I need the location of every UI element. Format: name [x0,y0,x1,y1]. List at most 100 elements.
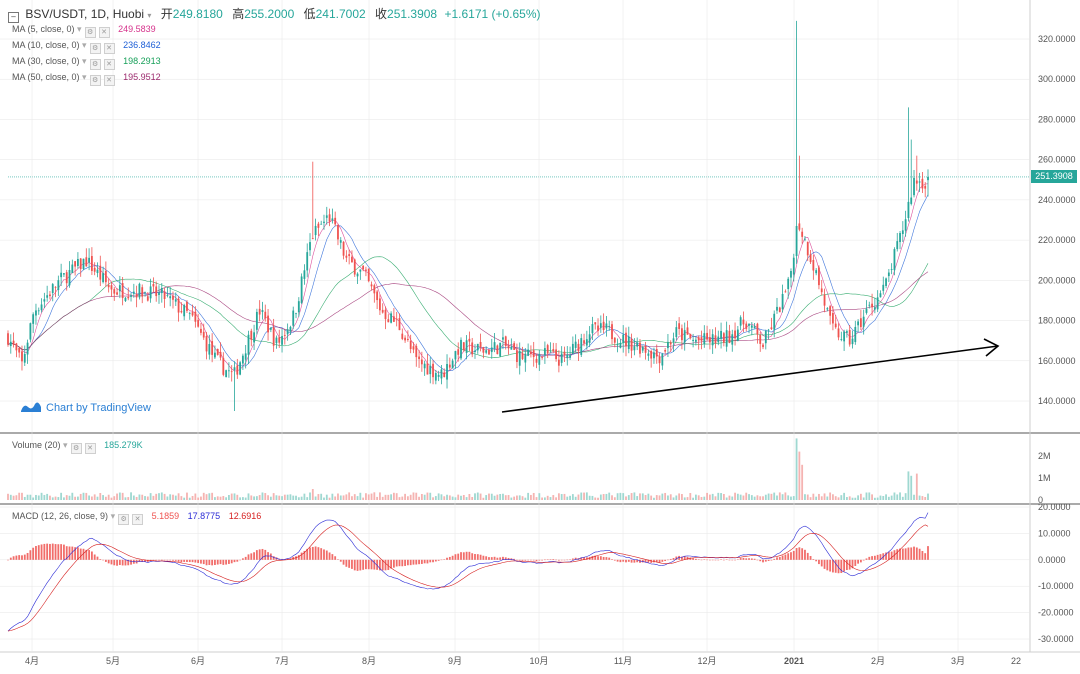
candle[interactable] [524,348,527,372]
candle[interactable] [653,347,655,364]
candle[interactable] [896,232,899,252]
candle[interactable] [219,342,222,361]
candle[interactable] [594,322,597,330]
trend-arrow-line[interactable] [501,345,999,413]
candle[interactable] [778,306,781,313]
candle[interactable] [527,343,530,357]
candle[interactable] [630,333,633,359]
candle[interactable] [214,345,216,359]
candle[interactable] [398,313,401,331]
candle[interactable] [776,297,778,314]
candle[interactable] [890,263,893,275]
candle[interactable] [239,361,242,376]
candle[interactable] [174,292,177,306]
close-icon[interactable]: ✕ [103,75,115,86]
candle[interactable] [236,358,239,379]
candle[interactable] [650,349,653,368]
candle[interactable] [602,313,605,334]
candle[interactable] [331,208,334,224]
candle[interactable] [669,340,672,352]
candle[interactable] [172,291,174,309]
candle[interactable] [927,169,929,197]
settings-icon[interactable]: ⚙ [89,59,101,70]
macd-signal-line[interactable] [7,524,929,632]
candle[interactable] [381,303,384,314]
candle[interactable] [692,333,695,348]
candle[interactable] [714,327,717,349]
candle[interactable] [289,325,292,335]
candle[interactable] [85,248,88,267]
candle[interactable] [107,278,110,293]
candle[interactable] [739,315,742,331]
candle[interactable] [12,332,15,348]
candle[interactable] [163,287,166,308]
candle[interactable] [110,281,113,298]
candle[interactable] [113,287,116,301]
candle[interactable] [460,337,462,361]
candle[interactable] [155,281,158,302]
candle[interactable] [32,312,35,333]
ma50-legend[interactable]: MA (50, close, 0) ▾ ⚙ ✕ 195.9512 [12,72,161,86]
candle[interactable] [135,285,138,308]
candle[interactable] [233,361,236,412]
candle[interactable] [418,350,420,369]
candle[interactable] [725,321,728,352]
candle[interactable] [43,292,46,308]
candle[interactable] [451,358,454,369]
dropdown-icon[interactable]: ▾ [147,11,152,20]
candle[interactable] [258,300,261,322]
candle[interactable] [149,278,152,303]
candle[interactable] [843,329,846,351]
candle[interactable] [283,329,286,345]
candle[interactable] [767,328,770,340]
candle[interactable] [303,264,306,285]
candle[interactable] [566,346,569,366]
candle[interactable] [516,343,518,369]
candle[interactable] [798,155,801,232]
candle[interactable] [504,335,507,350]
candle[interactable] [809,250,812,265]
candle[interactable] [202,323,205,340]
candle[interactable] [871,293,873,316]
candle[interactable] [801,227,804,244]
candle[interactable] [228,362,230,378]
candle[interactable] [443,368,446,378]
candle[interactable] [454,350,457,369]
candle[interactable] [697,335,700,350]
candle[interactable] [706,325,708,341]
candle[interactable] [180,302,183,314]
candle[interactable] [244,345,247,369]
candle[interactable] [448,357,451,371]
close-icon[interactable]: ✕ [103,43,115,54]
dropdown-icon[interactable]: ▾ [110,511,116,521]
candle[interactable] [146,292,149,302]
candle[interactable] [7,330,9,347]
candle[interactable] [102,266,104,284]
tradingview-watermark[interactable]: Chart by TradingView [20,401,151,414]
candle[interactable] [748,323,750,334]
settings-icon[interactable]: ⚙ [89,43,101,54]
candle[interactable] [510,338,513,350]
candle[interactable] [420,351,423,372]
candle[interactable] [792,253,795,282]
candle[interactable] [116,288,118,296]
candle[interactable] [518,342,521,375]
candle[interactable] [79,257,82,277]
candle[interactable] [152,277,155,293]
candle[interactable] [552,342,555,353]
candle[interactable] [605,316,608,337]
candle[interactable] [773,310,776,338]
candle[interactable] [71,259,74,274]
candle[interactable] [784,289,787,293]
ma5-line[interactable] [7,183,929,375]
candle[interactable] [482,346,485,359]
candle[interactable] [647,349,650,361]
candle[interactable] [323,214,325,230]
candle[interactable] [188,311,191,320]
candle[interactable] [367,268,370,283]
candle[interactable] [829,304,832,325]
candle[interactable] [292,306,295,330]
candle[interactable] [26,339,29,364]
candle[interactable] [457,342,460,362]
